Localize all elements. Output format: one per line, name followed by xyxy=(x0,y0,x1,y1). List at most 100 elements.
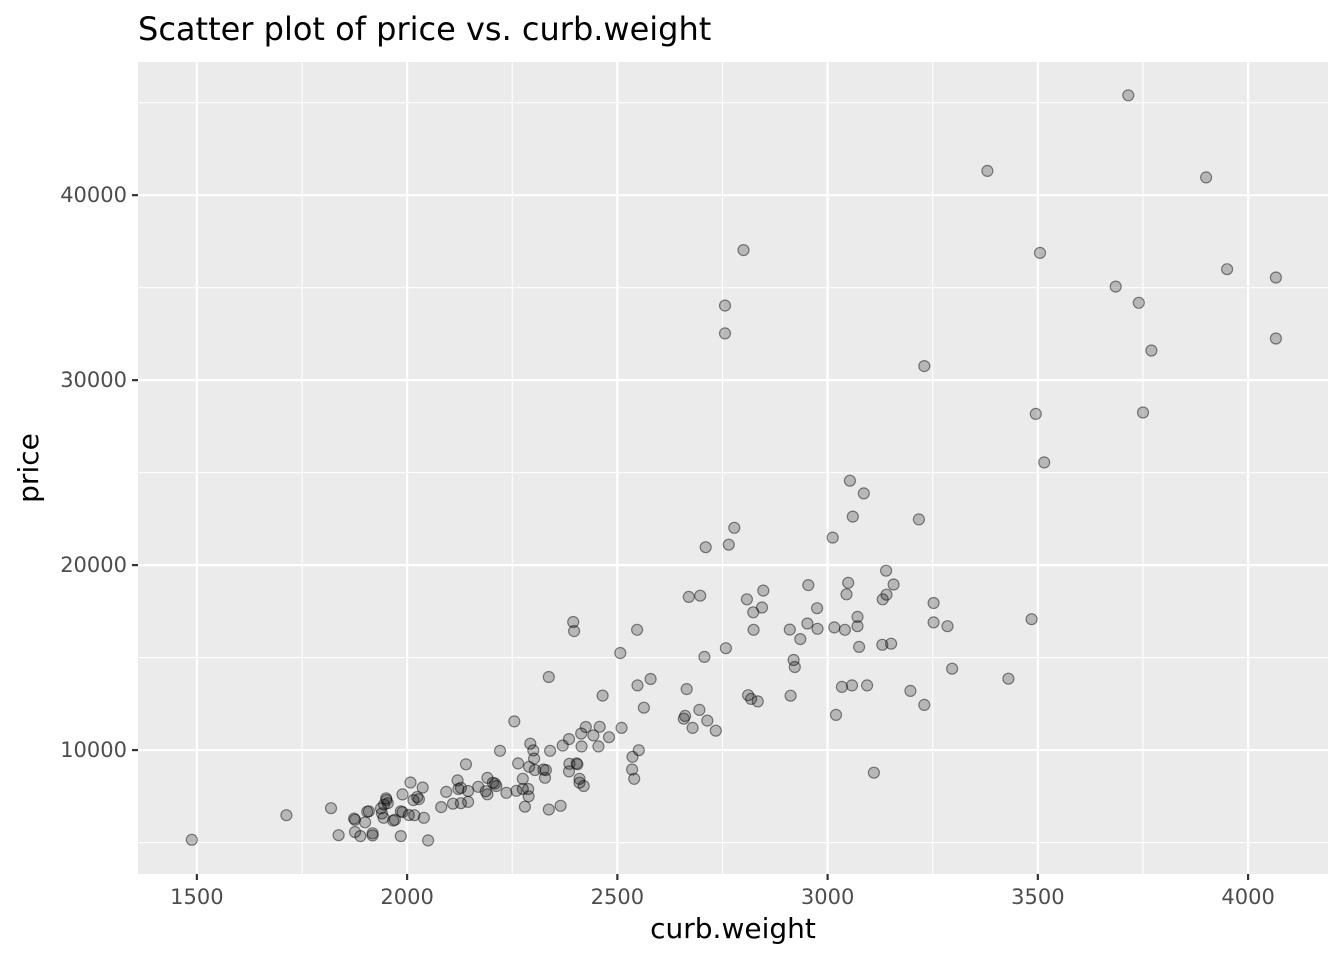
data-point xyxy=(686,721,699,735)
data-point xyxy=(575,727,588,740)
data-point xyxy=(435,800,448,814)
data-point xyxy=(846,510,859,523)
data-point xyxy=(527,752,541,765)
data-point xyxy=(500,786,513,799)
data-point xyxy=(361,805,374,818)
data-point xyxy=(614,646,627,660)
data-point xyxy=(637,701,651,714)
data-point xyxy=(481,771,494,785)
data-point xyxy=(1269,332,1283,345)
data-point xyxy=(396,805,409,819)
x-tick-label: 4000 xyxy=(1221,885,1274,909)
data-point xyxy=(522,790,535,803)
data-point xyxy=(1132,296,1145,309)
data-point xyxy=(563,757,576,770)
y-tick-label: 10000 xyxy=(60,738,127,762)
data-point xyxy=(366,827,379,840)
data-point xyxy=(615,721,628,735)
data-point xyxy=(945,662,959,675)
data-point xyxy=(459,758,473,771)
x-axis-title: curb.weight xyxy=(650,912,816,945)
data-point xyxy=(462,784,475,798)
data-point xyxy=(354,829,367,843)
data-point xyxy=(348,813,362,826)
x-tick-label: 2000 xyxy=(380,885,433,909)
data-point xyxy=(324,802,338,815)
data-point xyxy=(1033,246,1047,259)
data-point xyxy=(380,793,393,807)
data-point xyxy=(845,679,859,692)
data-point xyxy=(794,632,807,646)
data-point xyxy=(602,731,616,744)
data-point xyxy=(596,689,609,702)
data-point xyxy=(446,797,460,810)
data-point xyxy=(412,792,425,806)
data-point xyxy=(511,757,525,770)
data-point xyxy=(388,813,401,826)
data-point xyxy=(522,782,535,796)
data-point xyxy=(408,809,421,822)
data-point xyxy=(593,720,606,733)
data-point xyxy=(577,779,590,793)
data-point xyxy=(722,538,735,551)
data-point xyxy=(579,720,592,734)
data-point xyxy=(592,740,605,753)
data-point xyxy=(394,829,407,843)
data-point xyxy=(440,785,453,799)
data-point xyxy=(454,797,467,810)
data-point xyxy=(1025,613,1038,626)
data-point xyxy=(411,790,424,804)
data-point xyxy=(422,834,435,847)
data-point xyxy=(718,299,732,312)
data-point xyxy=(454,781,467,795)
data-point xyxy=(575,740,588,753)
x-tick-label: 3000 xyxy=(801,885,854,909)
data-point xyxy=(479,785,492,798)
data-point xyxy=(554,799,567,812)
data-point xyxy=(416,781,429,794)
data-point xyxy=(644,672,657,686)
data-point xyxy=(556,739,569,752)
major-gridlines xyxy=(138,62,1328,874)
data-point xyxy=(332,829,345,842)
data-point xyxy=(840,588,853,601)
data-point xyxy=(904,684,917,698)
data-point xyxy=(1109,280,1122,293)
data-point xyxy=(486,776,499,789)
data-point xyxy=(701,714,714,727)
data-point xyxy=(452,782,465,796)
data-point xyxy=(811,622,824,635)
data-point xyxy=(927,616,940,629)
data-point xyxy=(348,812,361,825)
data-point xyxy=(280,809,293,822)
data-point xyxy=(1122,89,1135,102)
data-point xyxy=(918,360,931,373)
y-axis-title: price xyxy=(12,433,45,503)
data-point xyxy=(860,679,874,692)
data-point xyxy=(887,578,900,591)
data-point xyxy=(488,777,502,790)
data-points xyxy=(185,89,1283,847)
data-point xyxy=(362,805,375,818)
data-point xyxy=(912,513,926,526)
data-point xyxy=(402,808,415,822)
data-point xyxy=(359,816,372,829)
data-point xyxy=(562,765,576,778)
data-point xyxy=(472,780,485,793)
data-point xyxy=(630,623,644,636)
data-point xyxy=(573,776,586,789)
data-point xyxy=(927,596,940,610)
data-point xyxy=(1269,271,1283,284)
data-point xyxy=(543,744,557,757)
chart-title: Scatter plot of price vs. curb.weight xyxy=(138,10,711,48)
data-point xyxy=(570,757,583,770)
data-point xyxy=(880,588,893,601)
data-point xyxy=(747,606,760,619)
data-point xyxy=(867,766,881,779)
data-point xyxy=(680,682,693,696)
data-point xyxy=(510,784,523,797)
data-point xyxy=(851,620,864,633)
data-point xyxy=(380,792,393,805)
data-point xyxy=(374,802,388,815)
data-point xyxy=(751,695,764,708)
